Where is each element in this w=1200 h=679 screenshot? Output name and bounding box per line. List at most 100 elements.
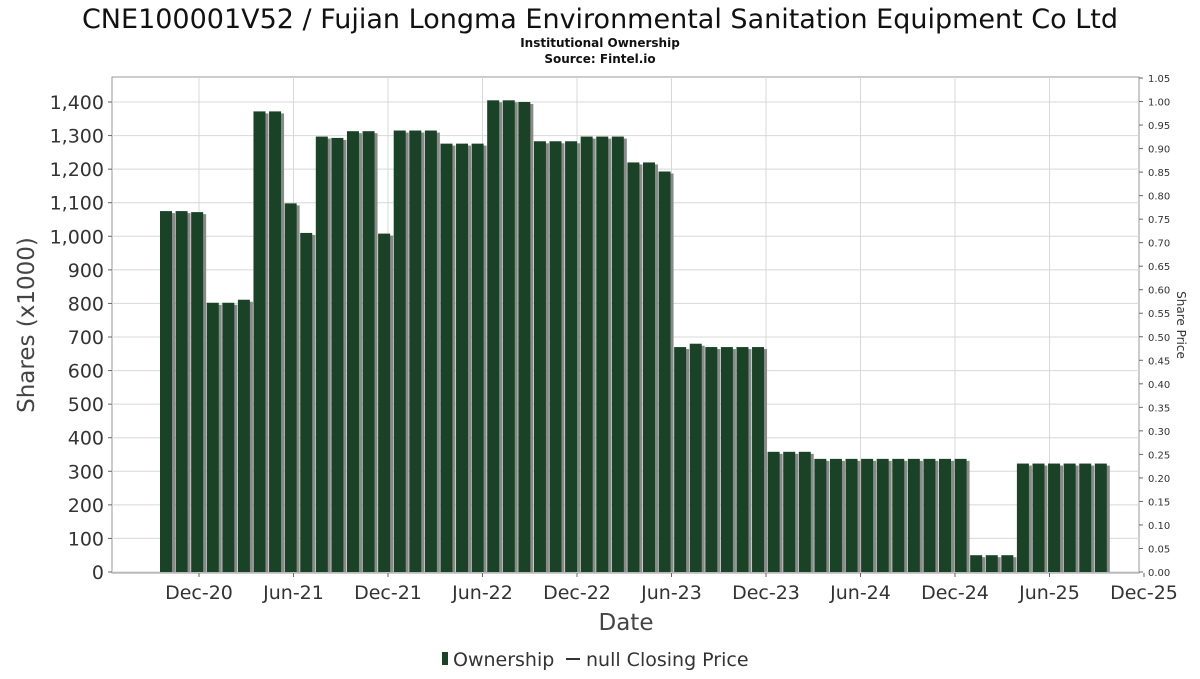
bar-ownership	[689, 343, 702, 572]
tick-label-left: 1,400	[50, 92, 104, 114]
bar-ownership	[1016, 463, 1029, 572]
tick-label-left: 900	[68, 260, 104, 282]
tick-label-left: 1,300	[50, 126, 104, 148]
bar-ownership	[284, 203, 297, 572]
bar-ownership	[970, 555, 983, 572]
tick-label-right: 0.75	[1148, 215, 1170, 226]
tick-label-left: 500	[68, 394, 104, 416]
tick-label-left: 1,000	[50, 226, 104, 248]
bar-ownership	[315, 136, 328, 573]
chart-source: Source: Fintel.io	[544, 52, 655, 66]
bar-ownership	[1079, 463, 1092, 572]
tick-label-left: 0	[92, 562, 104, 584]
bar-ownership	[1001, 555, 1014, 572]
bar-ownership	[565, 141, 578, 572]
bar-ownership	[954, 458, 967, 572]
bar-ownership	[642, 162, 655, 572]
bar-ownership	[861, 458, 874, 572]
tick-label-left: 700	[68, 327, 104, 349]
tick-label-right: 0.60	[1148, 286, 1170, 297]
tick-label-x: Dec-24	[921, 582, 989, 604]
bar-ownership	[175, 211, 188, 572]
bar-ownership	[487, 100, 500, 573]
tick-label-right: 0.30	[1148, 427, 1170, 438]
tick-label-right: 0.90	[1148, 145, 1170, 156]
bar-ownership	[674, 347, 687, 572]
bar-ownership	[907, 458, 920, 572]
chart-subtitle: Institutional Ownership	[520, 36, 680, 50]
tick-label-x: Jun-25	[1018, 582, 1080, 604]
tick-label-left: 1,100	[50, 193, 104, 215]
tick-label-right: 0.20	[1148, 474, 1170, 485]
bar-ownership	[611, 136, 624, 573]
bar-ownership	[253, 111, 266, 573]
bar-ownership	[627, 162, 640, 572]
legend-swatch-ownership	[442, 652, 448, 665]
bar-ownership	[658, 171, 671, 572]
tick-label-x: Jun-22	[451, 582, 513, 604]
bar-ownership	[424, 130, 437, 573]
tick-label-right: 0.55	[1148, 309, 1170, 320]
bar-ownership	[580, 136, 593, 573]
left-axis: 0 100 200 300 400 500 600 700 800 900 1,000 1,100 1,…	[50, 92, 112, 584]
tick-label-right: 0.15	[1148, 497, 1170, 508]
bar-series-ownership	[160, 100, 1110, 573]
bar-ownership	[533, 141, 546, 572]
tick-label-right: 0.50	[1148, 333, 1170, 344]
bar-ownership	[720, 347, 733, 572]
bar-ownership	[269, 111, 282, 573]
x-axis: Dec-20 Jun-21 Dec-21 Jun-22 Dec-22 Jun-23 Dec-…	[165, 573, 1178, 604]
tick-label-right: 1.05	[1148, 74, 1170, 85]
tick-label-x: Dec-25	[1110, 582, 1178, 604]
tick-label-x: Dec-20	[165, 582, 233, 604]
bar-ownership	[393, 130, 406, 573]
bar-ownership	[471, 143, 484, 572]
tick-label-right: 0.45	[1148, 356, 1170, 367]
bar-ownership	[518, 102, 531, 572]
tick-label-right: 0.35	[1148, 403, 1170, 414]
tick-label-x: Jun-24	[829, 582, 891, 604]
bar-ownership	[346, 131, 359, 572]
bar-ownership	[829, 458, 842, 572]
right-axis: 0.00 0.05 0.10 0.15 0.20 0.25 0.30 0.35 0.40 0.45…	[1139, 74, 1170, 579]
bar-ownership	[160, 211, 172, 572]
tick-label-right: 1.00	[1148, 98, 1170, 109]
tick-label-left: 600	[68, 361, 104, 383]
bar-ownership	[736, 347, 749, 572]
bar-ownership	[502, 100, 515, 573]
bar-ownership	[752, 347, 765, 572]
tick-label-x: Dec-21	[354, 582, 422, 604]
bar-ownership	[362, 131, 375, 572]
bar-ownership	[1032, 463, 1045, 572]
bar-ownership	[892, 458, 905, 572]
tick-label-left: 400	[68, 428, 104, 450]
tick-label-right: 0.00	[1148, 568, 1170, 579]
bar-ownership	[378, 233, 391, 572]
bar-ownership	[923, 458, 936, 572]
bar-ownership	[1094, 463, 1107, 572]
bar-ownership	[798, 451, 811, 572]
bar-ownership	[876, 458, 889, 572]
bar-ownership	[1048, 463, 1061, 572]
bar-ownership	[767, 451, 780, 572]
legend-label-ownership: Ownership	[453, 649, 554, 671]
tick-label-left: 100	[68, 528, 104, 550]
tick-label-right: 0.05	[1148, 544, 1170, 555]
bar-ownership	[939, 458, 951, 572]
bar-ownership	[237, 299, 250, 572]
x-axis-title: Date	[599, 610, 654, 636]
tick-label-x: Jun-23	[640, 582, 702, 604]
y2-axis-title: Share Price	[1174, 291, 1188, 359]
bar-ownership	[409, 130, 422, 573]
bar-ownership	[985, 555, 998, 572]
tick-label-right: 0.95	[1148, 121, 1170, 132]
tick-label-left: 1,200	[50, 159, 104, 181]
bar-ownership	[222, 302, 235, 572]
tick-label-right: 0.85	[1148, 168, 1170, 179]
bar-ownership	[191, 212, 204, 572]
chart-title: CNE100001V52 / Fujian Longma Environment…	[82, 4, 1118, 35]
bar-ownership	[549, 141, 562, 572]
tick-label-left: 800	[68, 293, 104, 315]
